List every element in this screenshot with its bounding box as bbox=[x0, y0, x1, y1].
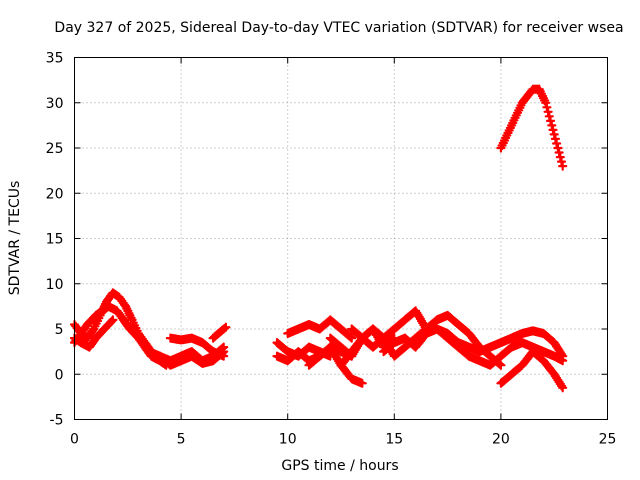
axis-ticks: -5 0 5 10 15 20 25 30 35 0 5 10 15 20 25 bbox=[46, 51, 617, 448]
series-markers bbox=[496, 347, 568, 393]
series-track-7 bbox=[208, 322, 231, 343]
plot-frame bbox=[74, 57, 608, 420]
series-track-14 bbox=[347, 306, 431, 352]
series-markers bbox=[347, 306, 431, 352]
x-tick-label: 25 bbox=[599, 432, 617, 448]
series-markers bbox=[432, 324, 568, 361]
series-track-18 bbox=[453, 338, 568, 370]
x-tick-label: 10 bbox=[279, 432, 297, 448]
y-tick-label: 5 bbox=[55, 322, 64, 338]
series-track-6 bbox=[144, 347, 229, 370]
y-tick-label: -5 bbox=[50, 413, 64, 429]
series-markers bbox=[208, 322, 231, 343]
series-markers bbox=[496, 84, 568, 171]
y-tick-label: 15 bbox=[46, 232, 64, 248]
series-track-11 bbox=[304, 342, 367, 388]
y-tick-label: 25 bbox=[46, 141, 64, 157]
series-track-20 bbox=[496, 84, 568, 171]
series-markers bbox=[304, 342, 367, 388]
series-markers bbox=[283, 315, 357, 343]
series-markers bbox=[144, 347, 229, 370]
data-series bbox=[69, 84, 568, 393]
y-tick-label: 0 bbox=[55, 367, 64, 383]
y-tick-label: 10 bbox=[46, 277, 64, 293]
chart-title: Day 327 of 2025, Sidereal Day-to-day VTE… bbox=[54, 20, 623, 36]
series-track-17 bbox=[432, 324, 568, 361]
x-tick-label: 0 bbox=[70, 432, 79, 448]
x-tick-label: 20 bbox=[492, 432, 510, 448]
y-axis-label: SDTVAR / TECUs bbox=[7, 181, 23, 296]
x-tick-label: 5 bbox=[177, 432, 186, 448]
series-track-19 bbox=[496, 347, 568, 393]
x-axis-label: GPS time / hours bbox=[281, 458, 398, 474]
y-tick-label: 30 bbox=[46, 96, 64, 112]
y-tick-label: 35 bbox=[46, 51, 64, 67]
x-tick-label: 15 bbox=[385, 432, 403, 448]
series-markers bbox=[453, 338, 568, 370]
y-tick-label: 20 bbox=[46, 186, 64, 202]
series-track-10 bbox=[283, 315, 357, 343]
